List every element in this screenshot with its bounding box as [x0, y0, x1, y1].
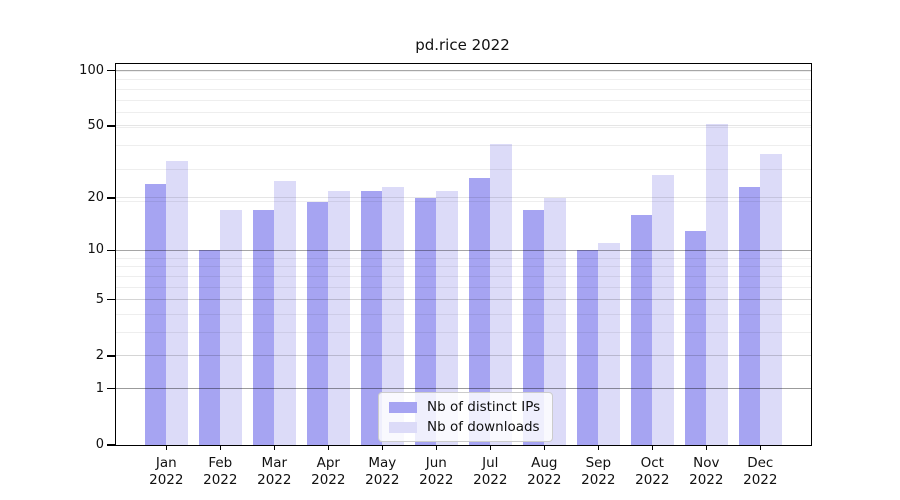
x-tick-mark — [759, 445, 761, 450]
y-tick-label: 50 — [87, 117, 104, 133]
bar-distinct-ips-may — [360, 190, 383, 445]
minor-gridline — [116, 257, 811, 259]
bar-downloads-feb — [220, 210, 242, 445]
y-tick-mark — [107, 444, 115, 446]
x-tick-label: Jul 2022 — [473, 455, 508, 488]
minor-gridline — [116, 266, 811, 268]
bar-distinct-ips-aug — [522, 210, 545, 445]
x-tick-mark — [165, 445, 167, 450]
bar-downloads-aug — [544, 197, 566, 445]
x-tick-label: Jun 2022 — [419, 455, 454, 488]
y-tick-label: 2 — [95, 347, 104, 363]
x-tick-label: Mar 2022 — [257, 455, 292, 488]
legend: Nb of distinct IPs Nb of downloads — [378, 392, 554, 442]
legend-entry-distinct-ips: Nb of distinct IPs — [389, 399, 540, 415]
x-tick-label: Aug 2022 — [527, 455, 562, 488]
bar-distinct-ips-jun — [414, 197, 437, 445]
y-tick-mark — [107, 355, 115, 357]
minor-gridline — [116, 79, 811, 81]
bar-distinct-ips-oct — [630, 215, 653, 445]
y-tick-label: 100 — [79, 62, 104, 78]
legend-swatch-downloads — [389, 421, 417, 433]
x-tick-mark — [381, 445, 383, 450]
x-tick-label: Feb 2022 — [203, 455, 238, 488]
bar-downloads-mar — [274, 180, 296, 445]
major-gridline — [116, 249, 811, 251]
y-tick-mark — [107, 388, 115, 390]
x-tick-mark — [705, 445, 707, 450]
y-tick-label: 5 — [95, 291, 104, 307]
x-tick-label: Nov 2022 — [689, 455, 724, 488]
x-tick-label: Dec 2022 — [743, 455, 778, 488]
bar-downloads-may — [382, 187, 404, 445]
bar-downloads-jun — [436, 190, 458, 445]
bar-distinct-ips-mar — [252, 210, 275, 445]
major-gridline — [116, 197, 811, 199]
minor-gridline — [116, 388, 811, 390]
bar-downloads-apr — [328, 190, 350, 445]
bar-downloads-oct — [652, 174, 674, 445]
y-tick-label: 20 — [87, 189, 104, 205]
minor-gridline — [116, 145, 811, 147]
x-tick-mark — [651, 445, 653, 450]
bar-distinct-ips-sep — [576, 250, 599, 445]
chart-title: pd.rice 2022 — [415, 36, 510, 54]
bar-distinct-ips-jan — [144, 183, 167, 445]
major-gridline — [116, 355, 811, 357]
minor-gridline — [116, 201, 811, 203]
major-gridline — [116, 388, 811, 390]
minor-gridline — [116, 313, 811, 315]
x-tick-label: Jan 2022 — [149, 455, 184, 488]
y-tick-mark — [107, 69, 115, 72]
y-tick-mark — [107, 249, 115, 252]
x-tick-mark — [219, 445, 221, 450]
bar-downloads-dec — [760, 154, 782, 445]
x-tick-mark — [543, 445, 545, 450]
legend-entry-downloads: Nb of downloads — [389, 419, 540, 435]
minor-gridline — [116, 286, 811, 288]
bar-downloads-sep — [598, 243, 620, 445]
major-gridline — [116, 299, 811, 301]
minor-gridline — [116, 127, 811, 129]
bar-distinct-ips-dec — [738, 187, 761, 445]
bar-distinct-ips-feb — [198, 250, 221, 445]
y-tick-label: 10 — [87, 242, 104, 258]
x-tick-mark — [273, 445, 275, 450]
major-gridline — [116, 70, 811, 71]
x-tick-mark — [327, 445, 329, 450]
minor-gridline — [116, 275, 811, 277]
minor-gridline — [116, 168, 811, 170]
minor-gridline — [116, 355, 811, 357]
minor-gridline — [116, 70, 811, 72]
x-tick-label: Apr 2022 — [311, 455, 346, 488]
minor-gridline — [116, 88, 811, 90]
legend-label-downloads: Nb of downloads — [427, 419, 540, 435]
x-tick-mark — [435, 445, 437, 450]
bar-downloads-nov — [706, 124, 728, 445]
minor-gridline — [116, 99, 811, 101]
x-tick-label: Sep 2022 — [581, 455, 616, 488]
x-tick-mark — [597, 445, 599, 450]
x-tick-label: Oct 2022 — [635, 455, 670, 488]
bar-distinct-ips-jul — [468, 177, 491, 445]
bar-distinct-ips-nov — [684, 230, 707, 445]
y-tick-mark — [107, 298, 115, 301]
bar-downloads-jan — [166, 161, 188, 445]
bar-distinct-ips-apr — [306, 201, 329, 445]
legend-label-distinct-ips: Nb of distinct IPs — [427, 399, 541, 415]
x-tick-mark — [489, 445, 491, 450]
minor-gridline — [116, 332, 811, 333]
major-gridline — [116, 125, 811, 127]
minor-gridline — [116, 112, 811, 114]
y-tick-mark — [107, 125, 115, 127]
plot-area: 0 1 2 5 10 20 50 100 Jan 2022 Feb 2022 Mar 2022 Apr… — [79, 63, 812, 488]
y-tick-label: 0 — [95, 437, 104, 452]
legend-swatch-distinct-ips — [389, 401, 417, 413]
y-tick-mark — [107, 197, 115, 199]
minor-gridline — [116, 299, 811, 301]
bar-downloads-jul — [490, 143, 512, 445]
x-tick-label: May 2022 — [365, 455, 400, 488]
y-tick-label: 1 — [95, 380, 104, 396]
